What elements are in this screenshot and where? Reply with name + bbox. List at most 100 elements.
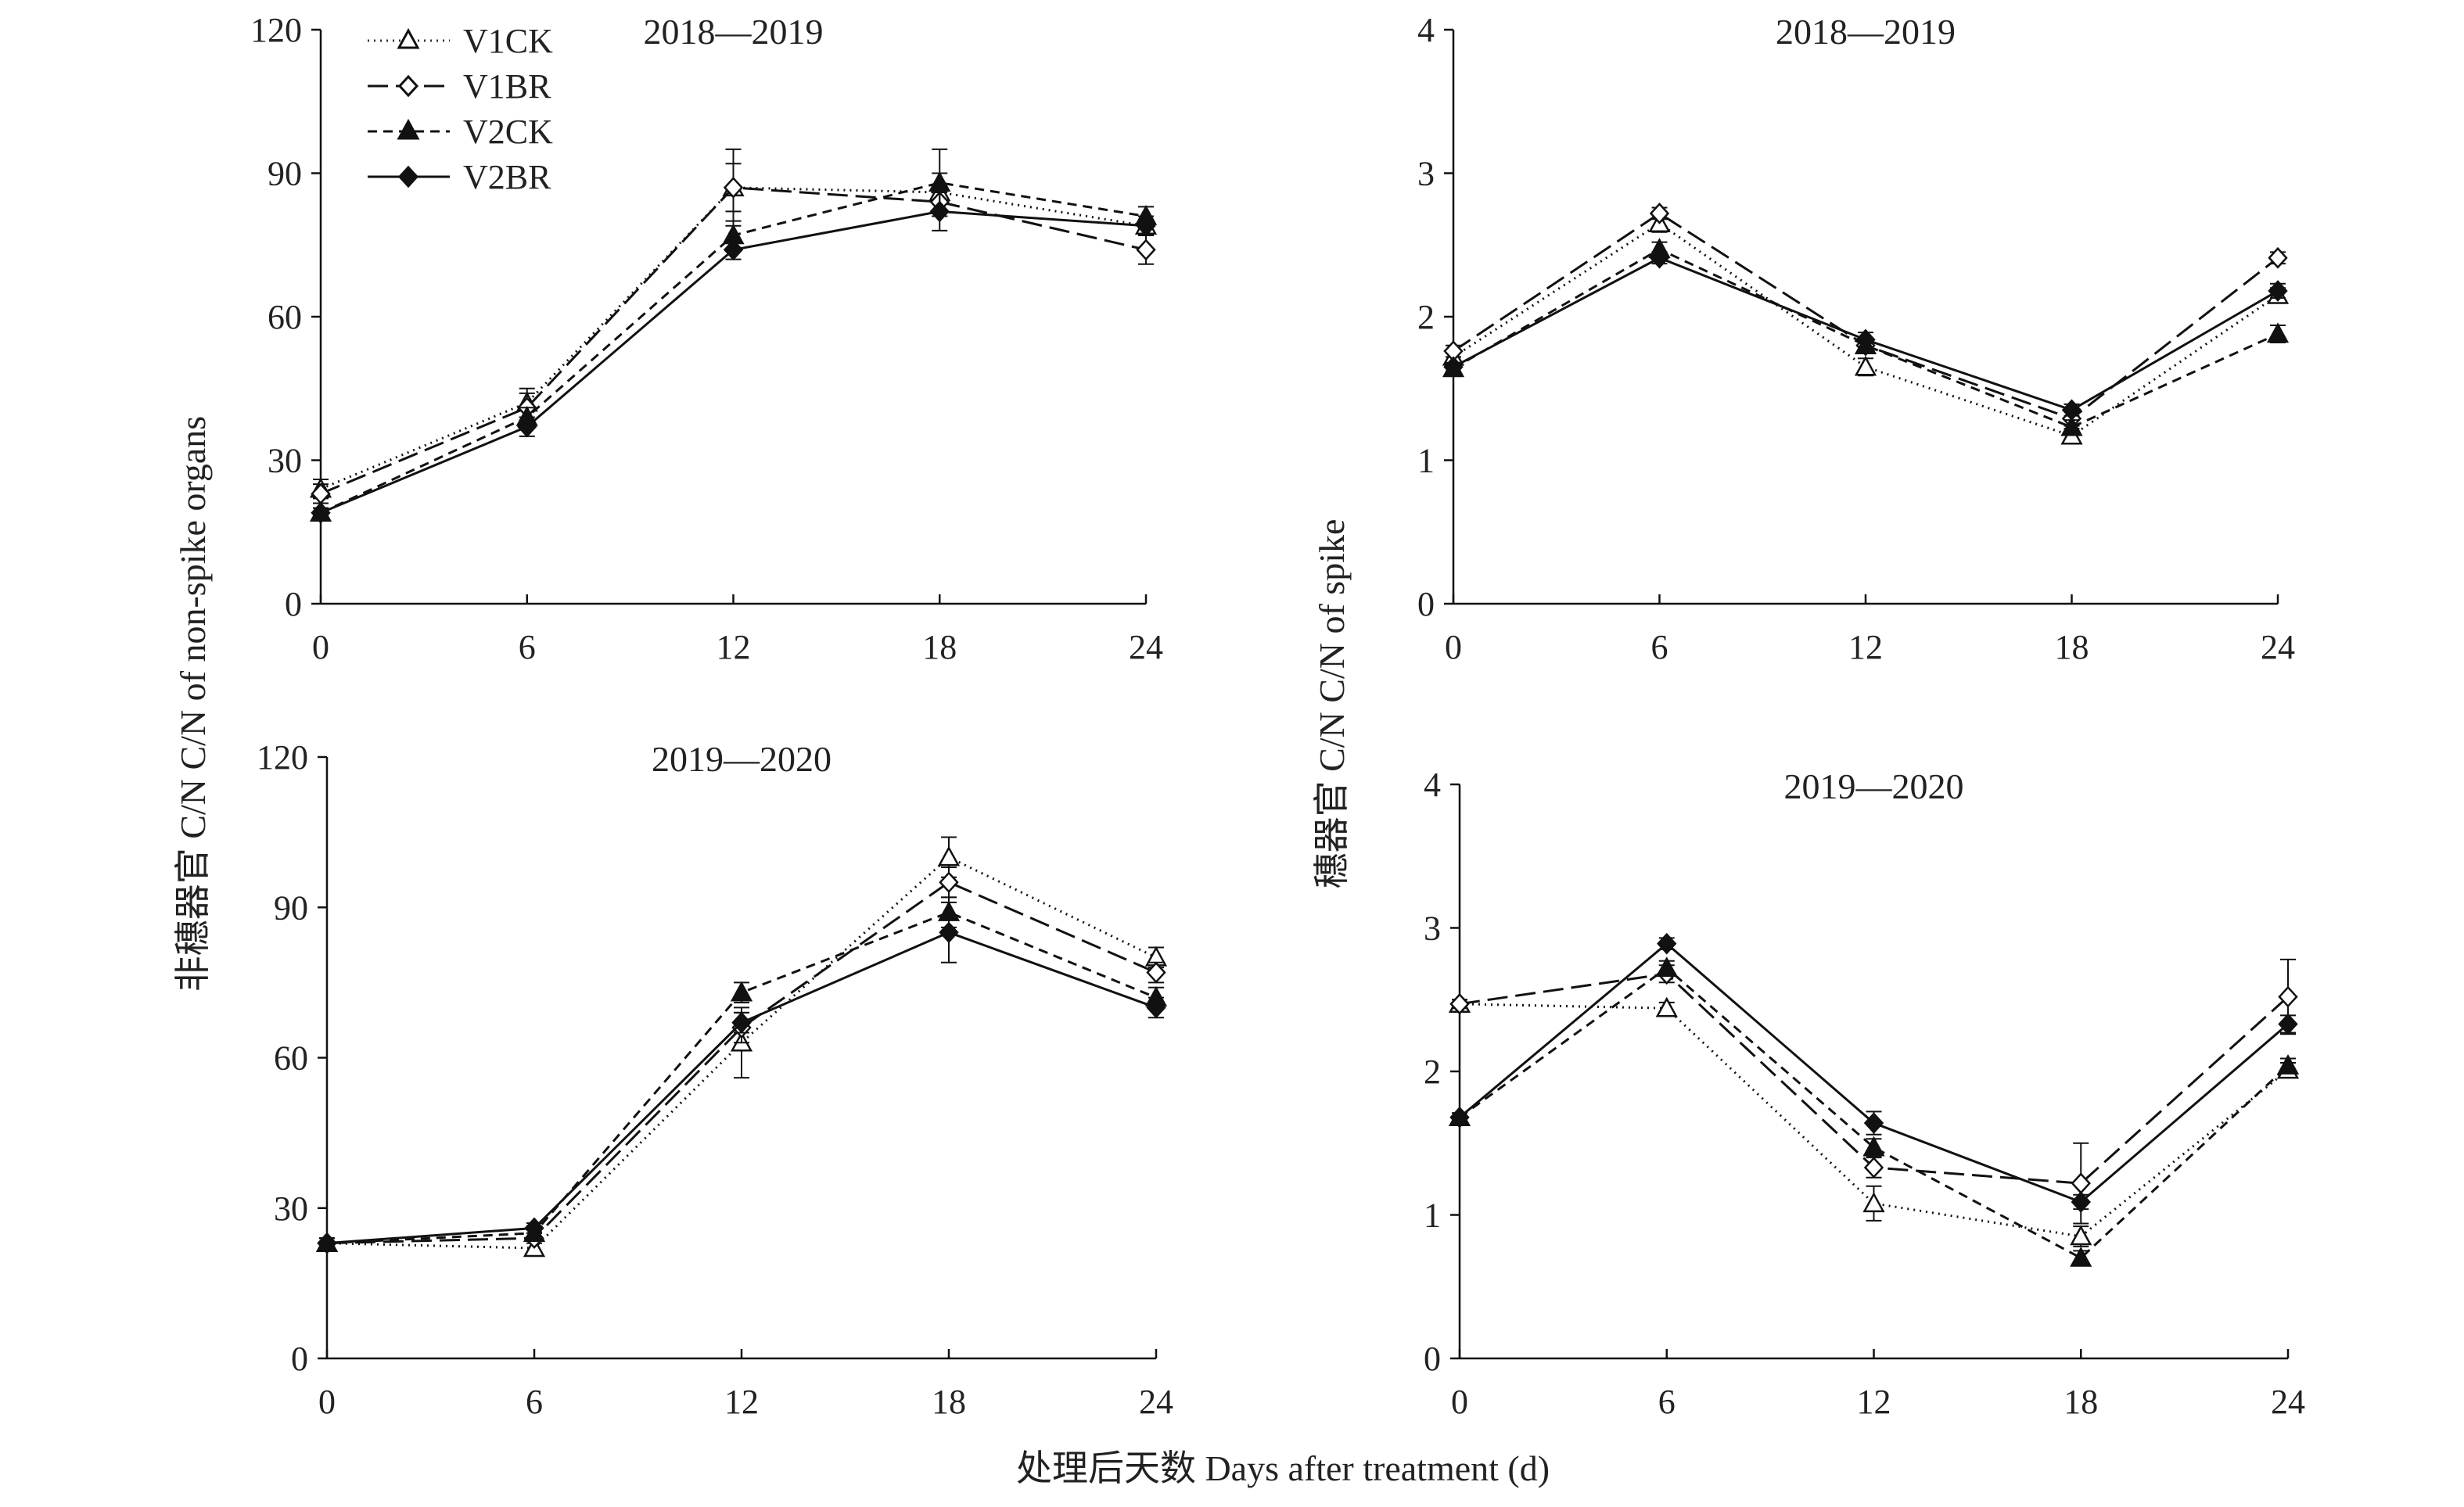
data-point bbox=[1855, 328, 1876, 351]
y-tick-label: 0 bbox=[285, 585, 302, 623]
data-point bbox=[1443, 356, 1464, 379]
legend-marker-v1ck bbox=[397, 27, 420, 49]
data-point bbox=[1863, 1112, 1884, 1134]
series-line bbox=[326, 856, 1157, 1250]
data-point bbox=[929, 200, 950, 223]
data-point bbox=[1449, 1106, 1470, 1128]
x-tick-label: 6 bbox=[519, 628, 536, 666]
data-point bbox=[2070, 1246, 2092, 1267]
x-tick-label: 0 bbox=[1445, 628, 1462, 666]
series-v1ck bbox=[315, 836, 1168, 1258]
data-point bbox=[2060, 415, 2083, 436]
y-tick-label: 120 bbox=[257, 738, 308, 777]
data-point bbox=[2266, 322, 2290, 343]
x-tick-label: 6 bbox=[526, 1383, 543, 1421]
x-tick-label: 24 bbox=[2271, 1383, 2305, 1421]
y-tick-label: 2 bbox=[1424, 1053, 1441, 1091]
data-point bbox=[1649, 203, 1670, 224]
data-point bbox=[317, 1232, 337, 1254]
data-point bbox=[730, 981, 753, 1002]
data-point bbox=[723, 239, 744, 261]
legend-marker-v2br bbox=[397, 165, 419, 188]
data-point bbox=[1449, 992, 1470, 1015]
legend-entry-v2br: V2BR bbox=[368, 158, 551, 196]
series-line bbox=[1453, 212, 2279, 420]
x-tick-label: 24 bbox=[1129, 628, 1163, 666]
chart-panel-3: 0 30 60 90 120 0 6 12 18 24 2019—2020 bbox=[257, 738, 1173, 1421]
x-tick-label: 12 bbox=[1848, 628, 1883, 666]
data-point bbox=[2268, 280, 2288, 302]
y-tick-label: 120 bbox=[250, 11, 302, 49]
x-tick-label: 0 bbox=[1451, 1383, 1468, 1421]
y-tick-label: 3 bbox=[1424, 910, 1441, 948]
series-line bbox=[1453, 221, 2279, 437]
y-axis-label-right: 穗器官 C/N C/N of spike bbox=[1312, 519, 1352, 889]
y-tick-label: 2 bbox=[1417, 298, 1435, 336]
x-tick-label: 12 bbox=[724, 1383, 759, 1421]
data-point bbox=[928, 171, 951, 192]
y-tick-label: 4 bbox=[1417, 11, 1435, 49]
y-axis-label-left: 非穗器官 C/N C/N of non-spike organs bbox=[173, 416, 213, 992]
legend-marker-v1br bbox=[397, 74, 419, 98]
y-tick-label: 90 bbox=[268, 155, 302, 193]
data-point bbox=[1657, 932, 1677, 955]
legend-label-v2br: V2BR bbox=[463, 158, 551, 196]
data-point bbox=[1862, 1136, 1885, 1157]
data-point bbox=[1854, 355, 1877, 376]
x-tick-label: 18 bbox=[2055, 628, 2089, 666]
x-tick-label: 12 bbox=[1857, 1383, 1891, 1421]
data-point bbox=[937, 845, 961, 867]
data-point bbox=[2278, 985, 2298, 1008]
data-point bbox=[311, 501, 331, 524]
data-point bbox=[1655, 956, 1678, 978]
panel-title: 2018—2019 bbox=[644, 12, 824, 52]
data-point bbox=[1146, 996, 1166, 1019]
y-tick-label: 30 bbox=[268, 442, 302, 480]
x-tick-label: 6 bbox=[1651, 628, 1668, 666]
x-tick-label: 24 bbox=[1139, 1383, 1173, 1421]
legend-label-v2ck: V2CK bbox=[463, 113, 553, 151]
panel-title: 2018—2019 bbox=[1776, 12, 1956, 52]
data-point bbox=[311, 483, 331, 505]
y-tick-label: 1 bbox=[1424, 1197, 1441, 1235]
y-tick-label: 60 bbox=[268, 298, 302, 336]
data-point bbox=[1146, 961, 1166, 984]
series-v1br bbox=[311, 148, 1156, 505]
x-tick-label: 24 bbox=[2261, 628, 2295, 666]
legend-entry-v1br: V1BR bbox=[368, 67, 551, 106]
data-point bbox=[1863, 1157, 1884, 1179]
data-point bbox=[2071, 1191, 2091, 1213]
series-line bbox=[1453, 248, 2279, 429]
data-point bbox=[2070, 1225, 2092, 1246]
series-v1br bbox=[1443, 203, 2288, 430]
y-tick-label: 0 bbox=[1417, 585, 1435, 623]
x-axis-label: 处理后天数 Days after treatment (d) bbox=[1016, 1448, 1550, 1488]
data-point bbox=[1136, 239, 1156, 261]
y-tick-label: 30 bbox=[274, 1189, 308, 1228]
series-v2br bbox=[311, 191, 1156, 524]
x-tick-label: 0 bbox=[318, 1383, 336, 1421]
legend-label-v1br: V1BR bbox=[463, 67, 551, 106]
data-point bbox=[2276, 1054, 2300, 1075]
y-tick-label: 3 bbox=[1417, 155, 1435, 193]
panel-title: 2019—2020 bbox=[1784, 766, 1964, 806]
chart-panel-1: 0 30 60 90 120 0 6 12 18 24 2018—2019 bbox=[250, 11, 1163, 666]
y-tick-label: 90 bbox=[274, 888, 308, 927]
series-line bbox=[326, 931, 1157, 1245]
data-point bbox=[524, 1217, 544, 1240]
series-line bbox=[326, 881, 1157, 1245]
x-tick-label: 18 bbox=[932, 1383, 966, 1421]
x-tick-label: 12 bbox=[717, 628, 751, 666]
y-tick-label: 0 bbox=[291, 1340, 308, 1378]
legend-entry-v2ck: V2CK bbox=[368, 113, 553, 151]
legend-entry-v1ck: V1CK bbox=[368, 22, 553, 60]
y-tick-label: 1 bbox=[1417, 442, 1435, 480]
data-point bbox=[731, 1011, 752, 1034]
panel-title: 2019—2020 bbox=[652, 739, 832, 779]
y-tick-label: 4 bbox=[1424, 766, 1441, 804]
x-tick-label: 6 bbox=[1658, 1383, 1676, 1421]
